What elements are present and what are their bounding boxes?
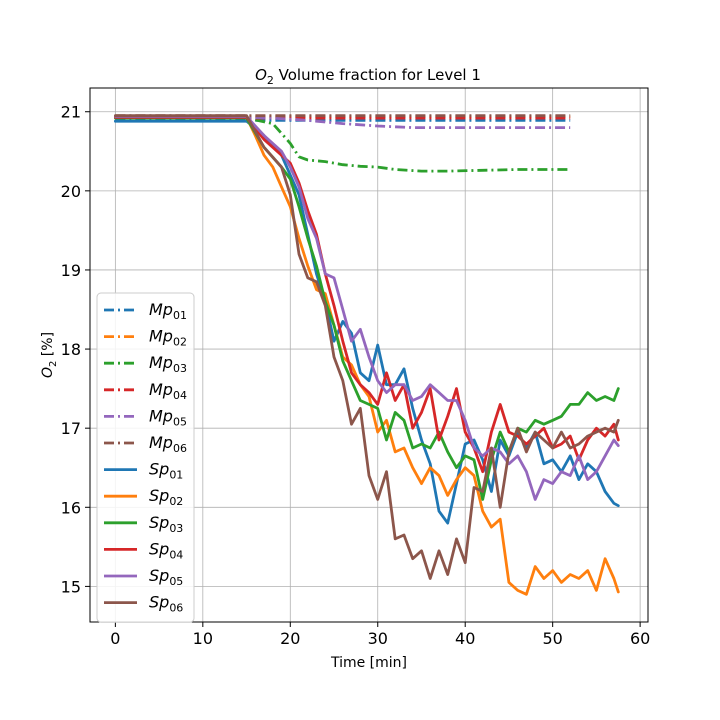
legend-label: Mp06 — [149, 433, 187, 455]
legend-label: Mp02 — [149, 327, 187, 349]
plot-frame — [89, 87, 649, 623]
legend-label: Mp01 — [149, 300, 187, 322]
legend-label: Mp05 — [149, 406, 187, 428]
x-tick-label: 0 — [110, 629, 120, 648]
x-tick-label: 50 — [542, 629, 562, 648]
series-layer — [114, 114, 620, 596]
series-line-sp04 — [114, 115, 620, 474]
legend-entry-sp06: Sp06 — [104, 593, 183, 615]
x-tick-label: 10 — [193, 629, 213, 648]
x-tick-label: 40 — [455, 629, 475, 648]
axis-ticks: 0 10 20 30 40 50 60 15 16 17 18 19 20 21 — [61, 103, 651, 648]
y-tick-label: 21 — [61, 103, 81, 122]
legend-label: Sp05 — [149, 566, 183, 588]
x-tick-label: 30 — [368, 629, 388, 648]
series-line-sp06 — [114, 114, 620, 580]
legend-label: Sp01 — [149, 460, 183, 482]
y-tick-label: 16 — [61, 498, 81, 517]
y-tick-label: 19 — [61, 261, 81, 280]
legend-entry-mp06: Mp06 — [104, 433, 187, 455]
legend-label: Sp02 — [149, 486, 183, 508]
legend-entry-sp04: Sp04 — [104, 539, 183, 561]
series-line-sp05 — [114, 115, 620, 501]
y-axis-label: O2 [%] — [40, 332, 59, 378]
legend-entry-mp01: Mp01 — [104, 300, 187, 322]
legend-label: Sp03 — [149, 513, 183, 535]
legend-entry-sp01: Sp01 — [104, 460, 183, 482]
y-tick-label: 18 — [61, 340, 81, 359]
legend-entry-sp03: Sp03 — [104, 513, 183, 535]
series-line-mp03 — [115, 116, 571, 173]
y-tick-label: 15 — [61, 577, 81, 596]
legend-entry-mp05: Mp05 — [104, 406, 187, 428]
legend-box — [96, 292, 195, 623]
legend-label: Sp04 — [149, 539, 183, 561]
legend-entry-mp04: Mp04 — [104, 380, 187, 402]
legend-label: Mp03 — [149, 353, 187, 375]
series-line-mp05 — [115, 115, 571, 129]
x-axis-label: Time [min] — [330, 655, 407, 671]
y-tick-label: 20 — [61, 182, 81, 201]
legend-entry-sp05: Sp05 — [104, 566, 183, 588]
x-tick-label: 60 — [630, 629, 650, 648]
legend-entry-mp02: Mp02 — [104, 327, 187, 349]
y-tick-label: 17 — [61, 419, 81, 438]
legend-label: Sp06 — [149, 593, 183, 615]
legend: Mp01 Mp02 Mp03 Mp04 Mp05 Mp06 Sp01 Sp02 Sp03 Sp04… — [96, 292, 195, 623]
legend-label: Mp04 — [149, 380, 187, 402]
chart-title: O2 Volume fraction for Level 1 — [255, 66, 481, 87]
series-line-sp02 — [114, 115, 620, 596]
legend-entry-sp02: Sp02 — [104, 486, 183, 508]
x-tick-label: 20 — [280, 629, 300, 648]
legend-entry-mp03: Mp03 — [104, 353, 187, 375]
